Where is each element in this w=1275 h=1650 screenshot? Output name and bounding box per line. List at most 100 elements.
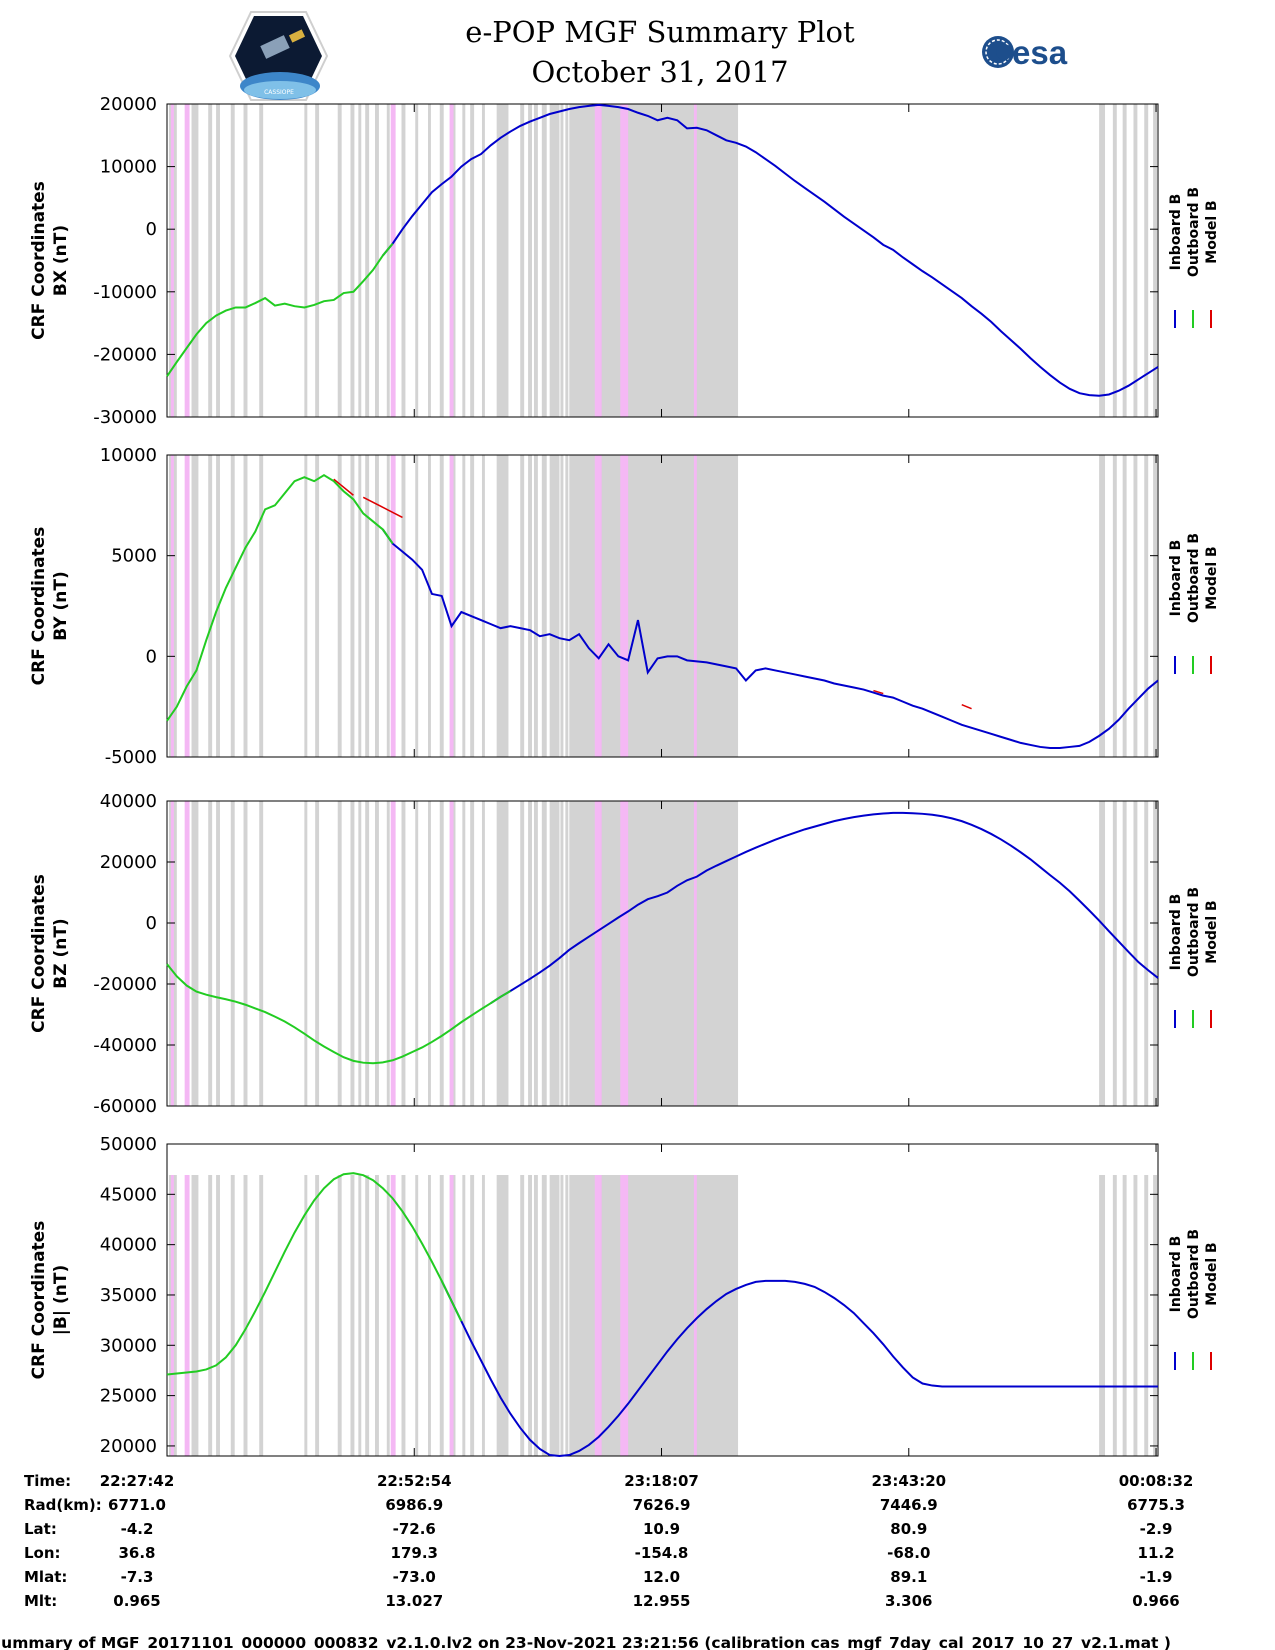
row-value: 3.306 [885, 1592, 932, 1610]
gap-band [541, 455, 547, 757]
gap-band [462, 1175, 466, 1456]
gap-band [1112, 1175, 1117, 1456]
plot-title-line1: e-POP MGF Summary Plot [465, 15, 855, 49]
gap-band [541, 104, 547, 417]
row-value: 11.2 [1138, 1544, 1175, 1562]
y-tick-label: 0 [146, 219, 157, 240]
flag-band [449, 104, 454, 417]
gap-band [462, 455, 466, 757]
model-b-line [333, 478, 354, 496]
gap-band [565, 104, 569, 417]
gap-band [1112, 104, 1117, 417]
outboard-b-line [166, 1172, 463, 1376]
gap-band [427, 455, 431, 757]
gap-band [1153, 1175, 1158, 1456]
inboard-b-line [382, 528, 1159, 749]
flag-band [693, 801, 697, 1106]
panel-1: 20000 10000 0 -10000 -20000 -30000 CRF Coordin… [29, 94, 1220, 428]
flag-band [594, 801, 602, 1106]
gap-band [1144, 455, 1149, 757]
gap-band [386, 455, 390, 757]
y-tick-label: 40000 [100, 1235, 157, 1256]
gap-band [259, 801, 264, 1106]
gap-band [415, 455, 419, 757]
row-label: Rad(km): [24, 1496, 102, 1514]
y-tick-label: -40000 [93, 1035, 157, 1056]
gap-band [365, 1175, 370, 1456]
row-value: 7446.9 [880, 1496, 938, 1514]
legend-outboard-label: Outboard B [1186, 187, 1202, 277]
legend-model-label: Model B [1204, 900, 1220, 963]
gap-band [401, 455, 406, 757]
gap-band [560, 455, 564, 757]
gap-band [528, 801, 533, 1106]
y-tick-label: -20000 [93, 974, 157, 995]
gap-band [350, 1175, 355, 1456]
flag-band [620, 455, 629, 757]
legend-model-label: Model B [1204, 546, 1220, 609]
gap-band [337, 1175, 342, 1456]
legend-outboard-label: Outboard B [1186, 533, 1202, 623]
gap-band [565, 455, 569, 757]
row-value: 23:18:07 [624, 1472, 699, 1490]
row-value: 6986.9 [385, 1496, 443, 1514]
gap-band [230, 801, 235, 1106]
gap-band [259, 1175, 264, 1456]
gap-band [1122, 104, 1127, 417]
legend-outboard-label: Outboard B [1186, 887, 1202, 977]
gap-band [208, 801, 213, 1106]
y-axis-unit-label: |B| (nT) [51, 1265, 71, 1336]
y-tick-label: 40000 [100, 791, 157, 812]
gap-band [358, 455, 362, 757]
gap-band [350, 801, 355, 1106]
row-value: -4.2 [121, 1520, 154, 1538]
gap-band [470, 801, 475, 1106]
gap-band [427, 1175, 431, 1456]
gap-band [569, 801, 739, 1106]
gap-band [520, 801, 525, 1106]
gap-band [243, 455, 248, 757]
y-axis-label: CRF Coordinates [29, 1221, 49, 1380]
gap-band [1122, 1175, 1127, 1456]
gap-band [528, 1175, 533, 1456]
plot-frame [166, 1143, 1159, 1457]
gap-band [439, 455, 444, 757]
row-value: 80.9 [890, 1520, 927, 1538]
gap-band [216, 801, 220, 1106]
gap-band [375, 104, 379, 417]
gap-band [470, 1175, 475, 1456]
y-tick-label: 30000 [100, 1335, 157, 1356]
gap-band [427, 104, 431, 417]
gap-band [315, 801, 320, 1106]
legend-inboard-label: Inboard B [1168, 1236, 1184, 1313]
panel-4: 50000 45000 40000 35000 30000 25000 20000 CRF C… [29, 1134, 1220, 1458]
flag-band [620, 1175, 629, 1456]
gap-band [439, 1175, 444, 1456]
y-tick-label: 50000 [100, 1134, 157, 1155]
y-tick-label: 0 [146, 646, 157, 667]
gap-band [243, 104, 248, 417]
gap-band [1133, 801, 1138, 1106]
gap-band [304, 455, 308, 757]
flag-band [170, 104, 174, 417]
flag-band [390, 455, 396, 757]
gap-band [365, 104, 370, 417]
gap-band [470, 104, 475, 417]
row-value: 36.8 [118, 1544, 155, 1562]
gap-band [533, 104, 538, 417]
gap-band [415, 104, 419, 417]
panel-2: 10000 5000 0 -5000 CRF Coordinates BY (nT) Inb… [29, 445, 1220, 768]
flag-band [390, 1175, 396, 1456]
gap-band [481, 455, 485, 757]
gap-band [520, 1175, 525, 1456]
plot-frame [166, 454, 1159, 758]
row-value: -2.9 [1140, 1520, 1173, 1538]
gap-band [375, 1175, 379, 1456]
row-label: Time: [24, 1472, 71, 1490]
gap-band [1144, 1175, 1149, 1456]
gap-band [191, 455, 199, 757]
outboard-b-line [166, 242, 394, 377]
y-tick-label: -5000 [105, 747, 157, 768]
gap-band [1153, 455, 1158, 757]
gap-band [1112, 801, 1117, 1106]
